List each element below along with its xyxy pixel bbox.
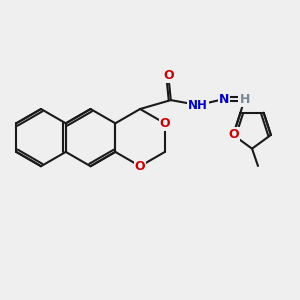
Text: H: H [239, 93, 250, 106]
Text: O: O [228, 128, 238, 142]
Text: O: O [163, 69, 174, 82]
Text: NH: NH [188, 99, 208, 112]
Text: O: O [135, 160, 146, 173]
Text: O: O [160, 117, 170, 130]
Text: N: N [219, 93, 229, 106]
